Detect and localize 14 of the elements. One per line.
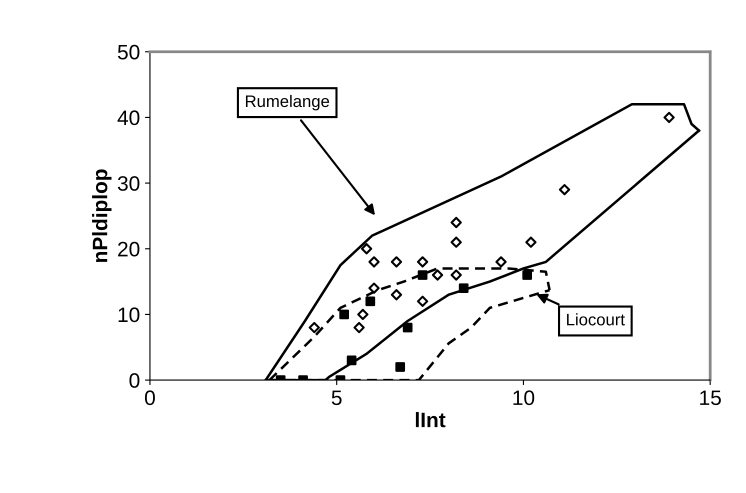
x-tick-label: 0 bbox=[144, 390, 155, 406]
y-tick-label: 30 bbox=[118, 176, 140, 191]
y-tick-label: 10 bbox=[118, 307, 140, 322]
x-axis-title: lInt bbox=[416, 412, 446, 428]
y-axis-title: nPldiplop bbox=[92, 169, 112, 262]
x-tick-label: 5 bbox=[332, 390, 342, 406]
x-tick-label: 15 bbox=[700, 390, 721, 406]
y-tick-label: 0 bbox=[129, 373, 140, 388]
annotation: Liocourt bbox=[567, 313, 625, 326]
y-tick-label: 40 bbox=[118, 110, 140, 126]
x-tick-label: 10 bbox=[513, 390, 534, 406]
y-tick-label: 50 bbox=[118, 44, 140, 60]
annotation: Rumelange bbox=[246, 94, 330, 110]
y-tick-label: 20 bbox=[118, 242, 140, 257]
